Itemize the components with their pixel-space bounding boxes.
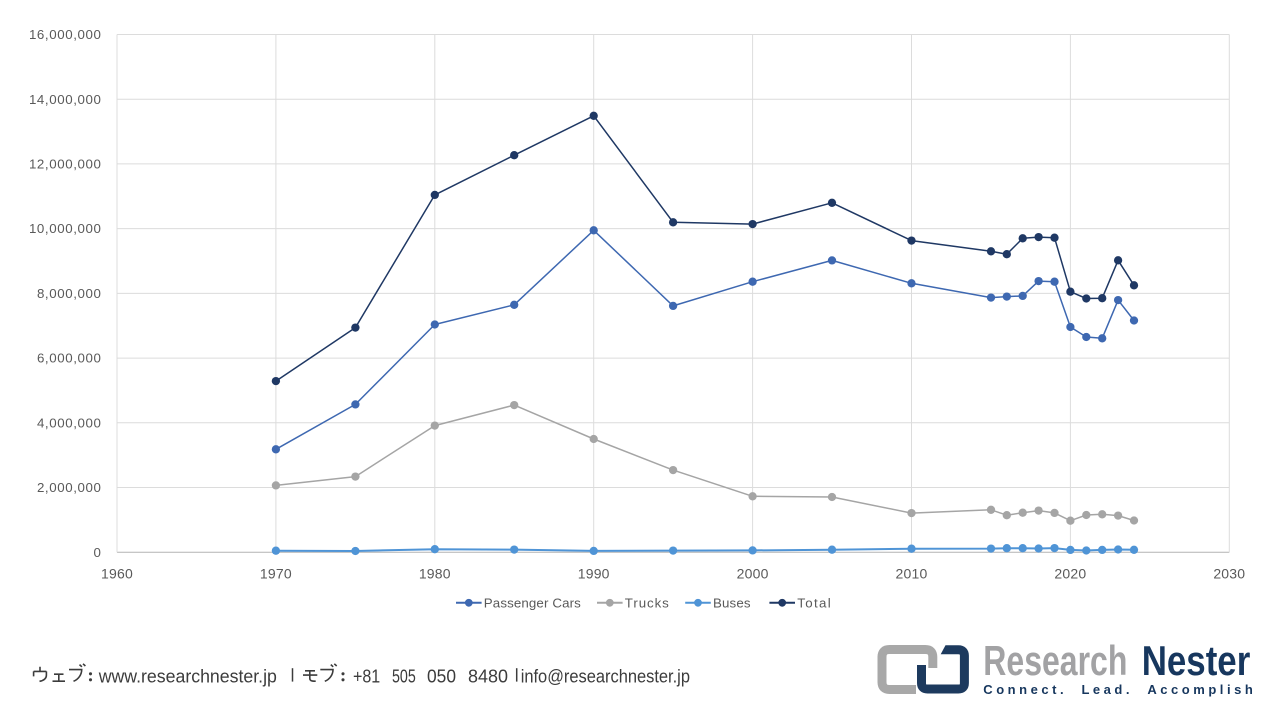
svg-text:info@researchnester.jp: info@researchnester.jp	[521, 667, 690, 687]
svg-text:Passenger Cars: Passenger Cars	[484, 595, 581, 610]
svg-text:2000: 2000	[737, 565, 769, 581]
svg-text:Trucks: Trucks	[625, 595, 669, 610]
svg-text:Total: Total	[797, 595, 831, 610]
svg-text:8,000,000: 8,000,000	[37, 286, 102, 301]
svg-text:2010: 2010	[896, 565, 928, 581]
svg-text:Buses: Buses	[713, 595, 751, 610]
svg-text:1960: 1960	[101, 565, 133, 581]
svg-text:www.researchnester.jp: www.researchnester.jp	[98, 667, 277, 687]
svg-text:1970: 1970	[260, 565, 292, 581]
svg-text:050: 050	[427, 667, 456, 687]
svg-text:Research: Research	[983, 637, 1127, 684]
svg-text:1980: 1980	[419, 565, 451, 581]
svg-text:2,000,000: 2,000,000	[37, 480, 102, 495]
svg-text:4,000,000: 4,000,000	[37, 415, 102, 430]
svg-text:2020: 2020	[1054, 565, 1086, 581]
svg-text:12,000,000: 12,000,000	[29, 157, 102, 172]
svg-text:+81: +81	[353, 667, 380, 687]
svg-text:Nester: Nester	[1142, 637, 1251, 684]
svg-text:0: 0	[94, 545, 102, 560]
svg-text:8480: 8480	[468, 667, 508, 687]
svg-text:16,000,000: 16,000,000	[29, 27, 102, 42]
svg-text:1990: 1990	[578, 565, 610, 581]
svg-text:6,000,000: 6,000,000	[37, 351, 102, 366]
svg-text:2030: 2030	[1213, 565, 1245, 581]
svg-text:505: 505	[392, 667, 416, 687]
svg-text:Connect. Lead. Accomplish: Connect. Lead. Accomplish	[983, 682, 1255, 697]
svg-text:10,000,000: 10,000,000	[29, 221, 102, 236]
svg-text:14,000,000: 14,000,000	[29, 92, 102, 107]
